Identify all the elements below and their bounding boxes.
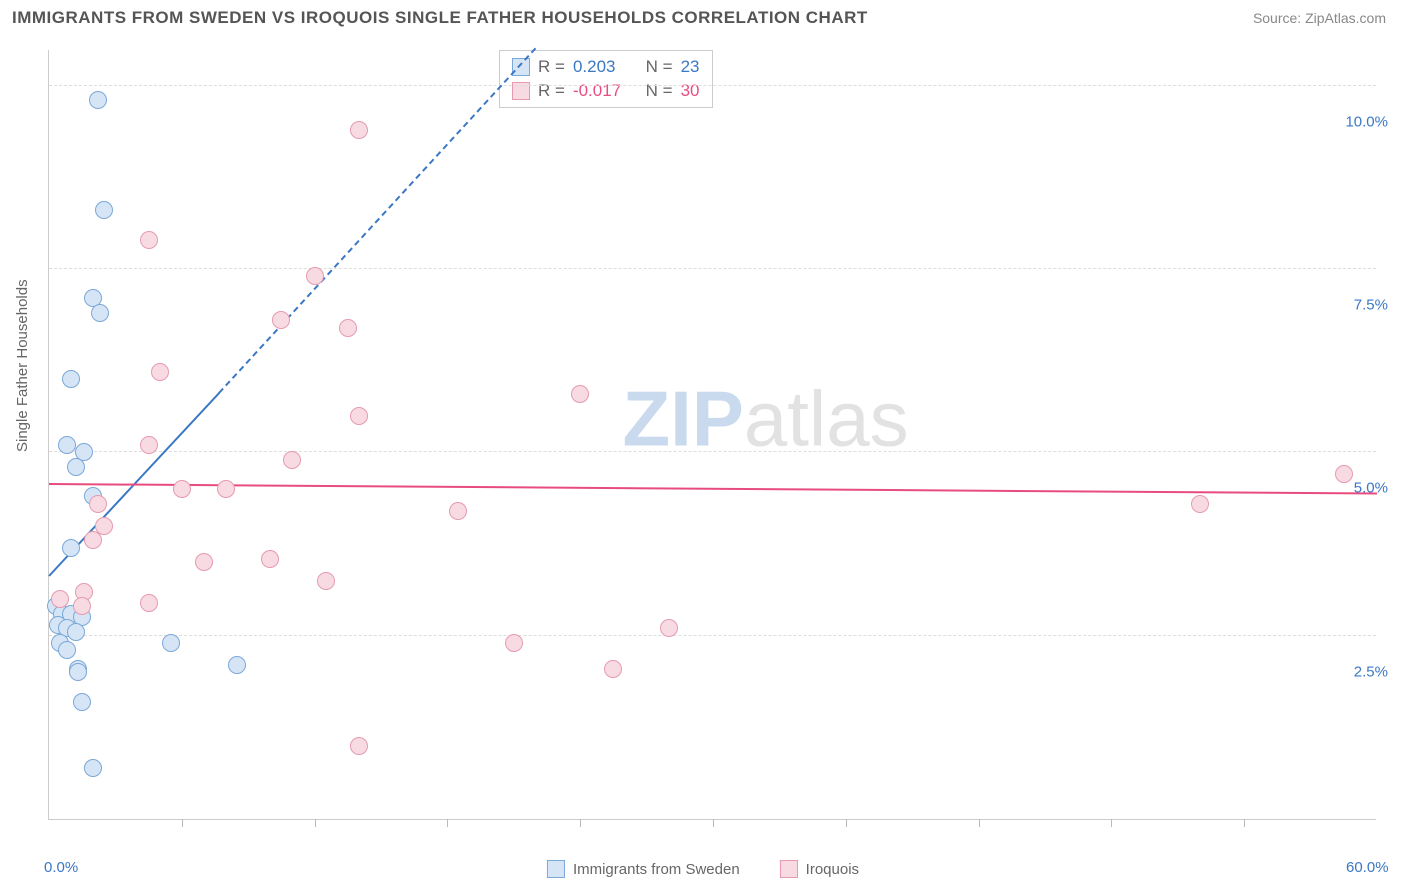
data-point	[217, 480, 235, 498]
x-tick-label-first: 0.0%	[44, 859, 78, 876]
data-point	[62, 370, 80, 388]
data-point	[140, 436, 158, 454]
y-tick-label: 7.5%	[1354, 297, 1388, 314]
y-tick-label: 10.0%	[1345, 113, 1388, 130]
data-point	[67, 458, 85, 476]
x-tick-label-last: 60.0%	[1346, 859, 1389, 876]
data-point	[283, 451, 301, 469]
legend-stats-box: R = 0.203 N = 23R = -0.017 N = 30	[499, 50, 713, 108]
data-point	[350, 407, 368, 425]
data-point	[51, 590, 69, 608]
data-point	[140, 231, 158, 249]
legend-label: Iroquois	[806, 861, 859, 878]
x-tick	[580, 819, 581, 827]
trend-line	[49, 483, 1377, 495]
data-point	[84, 531, 102, 549]
x-tick	[447, 819, 448, 827]
data-point	[228, 656, 246, 674]
legend-stats-row: R = -0.017 N = 30	[512, 79, 700, 103]
data-point	[306, 267, 324, 285]
data-point	[84, 759, 102, 777]
data-point	[350, 737, 368, 755]
x-tick	[713, 819, 714, 827]
trend-line-dash	[219, 47, 537, 393]
data-point	[89, 91, 107, 109]
data-point	[95, 201, 113, 219]
data-point	[162, 634, 180, 652]
data-point	[69, 663, 87, 681]
data-point	[151, 363, 169, 381]
data-point	[91, 304, 109, 322]
data-point	[604, 660, 622, 678]
legend-swatch	[780, 860, 798, 878]
legend-n-label: N =	[641, 57, 673, 77]
legend-item: Iroquois	[780, 860, 859, 878]
data-point	[660, 619, 678, 637]
legend-label: Immigrants from Sweden	[573, 861, 740, 878]
data-point	[89, 495, 107, 513]
gridline	[49, 268, 1376, 269]
y-axis-label: Single Father Households	[14, 279, 31, 452]
data-point	[195, 553, 213, 571]
x-tick	[315, 819, 316, 827]
y-tick-label: 5.0%	[1354, 480, 1388, 497]
legend-n-value: 23	[681, 57, 700, 77]
data-point	[140, 594, 158, 612]
data-point	[449, 502, 467, 520]
data-point	[1335, 465, 1353, 483]
legend-r-label: R =	[538, 57, 565, 77]
data-point	[73, 693, 91, 711]
legend-item: Immigrants from Sweden	[547, 860, 740, 878]
x-tick	[1111, 819, 1112, 827]
data-point	[571, 385, 589, 403]
gridline	[49, 85, 1376, 86]
data-point	[73, 597, 91, 615]
data-point	[58, 641, 76, 659]
x-tick	[846, 819, 847, 827]
legend-stats-row: R = 0.203 N = 23	[512, 55, 700, 79]
source-label: Source: ZipAtlas.com	[1253, 10, 1386, 26]
x-tick	[182, 819, 183, 827]
data-point	[261, 550, 279, 568]
data-point	[173, 480, 191, 498]
legend-bottom: Immigrants from Sweden Iroquois	[547, 860, 859, 878]
data-point	[67, 623, 85, 641]
data-point	[350, 121, 368, 139]
plot-area: ZIPatlas R = 0.203 N = 23R = -0.017 N = …	[48, 50, 1376, 820]
legend-r-value: 0.203	[573, 57, 633, 77]
x-tick	[979, 819, 980, 827]
chart-title: IMMIGRANTS FROM SWEDEN VS IROQUOIS SINGL…	[12, 8, 868, 28]
watermark-part2: atlas	[744, 375, 909, 463]
data-point	[317, 572, 335, 590]
data-point	[272, 311, 290, 329]
chart-container: Single Father Households ZIPatlas R = 0.…	[0, 32, 1406, 882]
data-point	[339, 319, 357, 337]
watermark-part1: ZIP	[623, 375, 744, 463]
x-tick	[1244, 819, 1245, 827]
data-point	[58, 436, 76, 454]
gridline	[49, 451, 1376, 452]
y-tick-label: 2.5%	[1354, 663, 1388, 680]
data-point	[505, 634, 523, 652]
legend-swatch	[547, 860, 565, 878]
gridline	[49, 635, 1376, 636]
data-point	[62, 539, 80, 557]
data-point	[1191, 495, 1209, 513]
